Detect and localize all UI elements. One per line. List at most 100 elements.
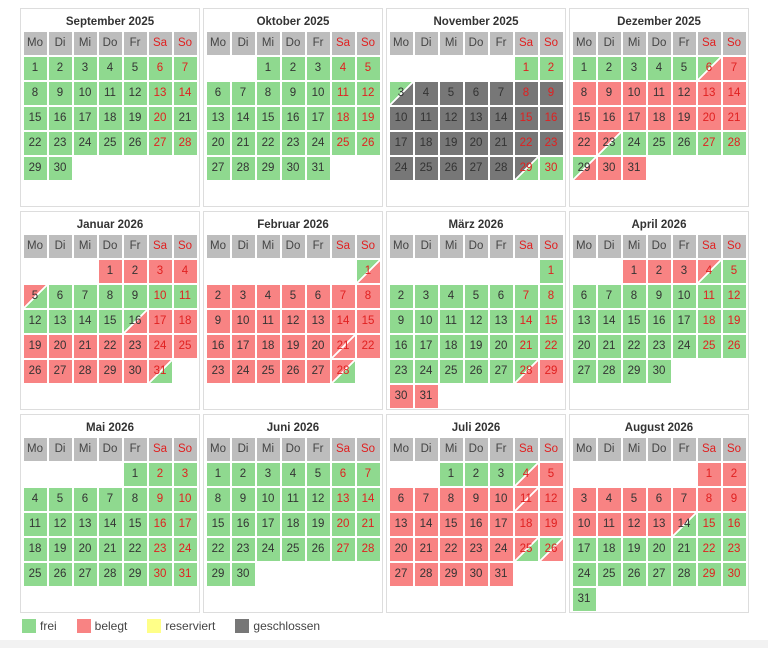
day-cell[interactable]: 24 bbox=[306, 132, 330, 155]
day-cell[interactable]: 17 bbox=[306, 107, 330, 130]
day-cell[interactable]: 2 bbox=[389, 285, 413, 308]
day-cell[interactable]: 25 bbox=[597, 563, 621, 586]
day-cell[interactable]: 27 bbox=[464, 157, 488, 180]
day-cell[interactable]: 7 bbox=[356, 463, 380, 486]
day-cell[interactable]: 20 bbox=[697, 107, 721, 130]
day-cell[interactable]: 25 bbox=[697, 335, 721, 358]
day-cell[interactable]: 22 bbox=[123, 538, 147, 561]
day-cell[interactable]: 9 bbox=[206, 310, 230, 333]
day-cell[interactable]: 8 bbox=[622, 285, 646, 308]
day-cell[interactable]: 29 bbox=[539, 360, 563, 383]
day-cell[interactable]: 23 bbox=[123, 335, 147, 358]
day-cell[interactable]: 4 bbox=[647, 57, 671, 80]
day-cell[interactable]: 7 bbox=[331, 285, 355, 308]
day-cell[interactable]: 23 bbox=[281, 132, 305, 155]
day-cell[interactable]: 22 bbox=[356, 335, 380, 358]
day-cell[interactable]: 5 bbox=[722, 260, 746, 283]
day-cell[interactable]: 31 bbox=[622, 157, 646, 180]
day-cell[interactable]: 22 bbox=[572, 132, 596, 155]
day-cell[interactable]: 14 bbox=[356, 488, 380, 511]
day-cell[interactable]: 25 bbox=[514, 538, 538, 561]
day-cell[interactable]: 11 bbox=[256, 310, 280, 333]
day-cell[interactable]: 1 bbox=[256, 57, 280, 80]
day-cell[interactable]: 25 bbox=[439, 360, 463, 383]
day-cell[interactable]: 4 bbox=[98, 57, 122, 80]
day-cell[interactable]: 22 bbox=[23, 132, 47, 155]
day-cell[interactable]: 24 bbox=[389, 157, 413, 180]
day-cell[interactable]: 7 bbox=[514, 285, 538, 308]
day-cell[interactable]: 5 bbox=[356, 57, 380, 80]
day-cell[interactable]: 31 bbox=[306, 157, 330, 180]
day-cell[interactable]: 10 bbox=[572, 513, 596, 536]
day-cell[interactable]: 13 bbox=[489, 310, 513, 333]
day-cell[interactable]: 20 bbox=[206, 132, 230, 155]
day-cell[interactable]: 10 bbox=[622, 82, 646, 105]
day-cell[interactable]: 1 bbox=[514, 57, 538, 80]
day-cell[interactable]: 1 bbox=[439, 463, 463, 486]
day-cell[interactable]: 13 bbox=[148, 82, 172, 105]
day-cell[interactable]: 3 bbox=[672, 260, 696, 283]
day-cell[interactable]: 5 bbox=[306, 463, 330, 486]
day-cell[interactable]: 21 bbox=[414, 538, 438, 561]
day-cell[interactable]: 23 bbox=[647, 335, 671, 358]
day-cell[interactable]: 11 bbox=[331, 82, 355, 105]
day-cell[interactable]: 10 bbox=[173, 488, 197, 511]
day-cell[interactable]: 21 bbox=[489, 132, 513, 155]
day-cell[interactable]: 17 bbox=[489, 513, 513, 536]
day-cell[interactable]: 12 bbox=[356, 82, 380, 105]
day-cell[interactable]: 18 bbox=[414, 132, 438, 155]
day-cell[interactable]: 6 bbox=[464, 82, 488, 105]
day-cell[interactable]: 3 bbox=[256, 463, 280, 486]
day-cell[interactable]: 18 bbox=[23, 538, 47, 561]
day-cell[interactable]: 24 bbox=[622, 132, 646, 155]
day-cell[interactable]: 4 bbox=[514, 463, 538, 486]
day-cell[interactable]: 27 bbox=[697, 132, 721, 155]
day-cell[interactable]: 1 bbox=[622, 260, 646, 283]
day-cell[interactable]: 11 bbox=[647, 82, 671, 105]
day-cell[interactable]: 23 bbox=[206, 360, 230, 383]
day-cell[interactable]: 12 bbox=[722, 285, 746, 308]
day-cell[interactable]: 17 bbox=[231, 335, 255, 358]
day-cell[interactable]: 25 bbox=[256, 360, 280, 383]
day-cell[interactable]: 26 bbox=[722, 335, 746, 358]
day-cell[interactable]: 18 bbox=[697, 310, 721, 333]
day-cell[interactable]: 7 bbox=[489, 82, 513, 105]
day-cell[interactable]: 27 bbox=[647, 563, 671, 586]
day-cell[interactable]: 30 bbox=[539, 157, 563, 180]
day-cell[interactable]: 11 bbox=[281, 488, 305, 511]
day-cell[interactable]: 13 bbox=[647, 513, 671, 536]
day-cell[interactable]: 16 bbox=[464, 513, 488, 536]
day-cell[interactable]: 22 bbox=[206, 538, 230, 561]
day-cell[interactable]: 28 bbox=[414, 563, 438, 586]
day-cell[interactable]: 16 bbox=[597, 107, 621, 130]
day-cell[interactable]: 8 bbox=[697, 488, 721, 511]
day-cell[interactable]: 29 bbox=[23, 157, 47, 180]
day-cell[interactable]: 26 bbox=[281, 360, 305, 383]
day-cell[interactable]: 19 bbox=[539, 513, 563, 536]
day-cell[interactable]: 30 bbox=[281, 157, 305, 180]
day-cell[interactable]: 23 bbox=[389, 360, 413, 383]
day-cell[interactable]: 13 bbox=[389, 513, 413, 536]
day-cell[interactable]: 16 bbox=[123, 310, 147, 333]
day-cell[interactable]: 29 bbox=[206, 563, 230, 586]
day-cell[interactable]: 29 bbox=[256, 157, 280, 180]
day-cell[interactable]: 1 bbox=[356, 260, 380, 283]
day-cell[interactable]: 14 bbox=[597, 310, 621, 333]
day-cell[interactable]: 5 bbox=[539, 463, 563, 486]
day-cell[interactable]: 20 bbox=[306, 335, 330, 358]
day-cell[interactable]: 29 bbox=[697, 563, 721, 586]
day-cell[interactable]: 5 bbox=[439, 82, 463, 105]
day-cell[interactable]: 25 bbox=[647, 132, 671, 155]
day-cell[interactable]: 23 bbox=[597, 132, 621, 155]
day-cell[interactable]: 11 bbox=[597, 513, 621, 536]
day-cell[interactable]: 29 bbox=[98, 360, 122, 383]
day-cell[interactable]: 9 bbox=[281, 82, 305, 105]
day-cell[interactable]: 25 bbox=[98, 132, 122, 155]
day-cell[interactable]: 12 bbox=[281, 310, 305, 333]
day-cell[interactable]: 3 bbox=[489, 463, 513, 486]
day-cell[interactable]: 2 bbox=[722, 463, 746, 486]
day-cell[interactable]: 7 bbox=[98, 488, 122, 511]
day-cell[interactable]: 14 bbox=[73, 310, 97, 333]
day-cell[interactable]: 2 bbox=[464, 463, 488, 486]
day-cell[interactable]: 28 bbox=[73, 360, 97, 383]
